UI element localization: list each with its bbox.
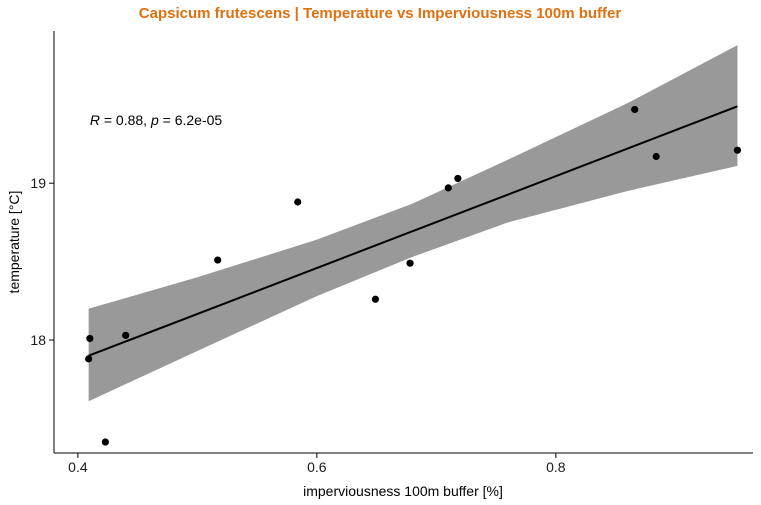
data-point: [652, 152, 660, 161]
data-point: [631, 105, 639, 114]
data-point: [122, 331, 130, 339]
y-tick-label: 19: [30, 175, 46, 191]
x-tick-label: 0.4: [68, 459, 88, 475]
r-symbol: R: [90, 112, 100, 128]
data-point: [406, 259, 414, 267]
x-tick-label: 0.6: [307, 459, 327, 475]
p-symbol: p: [150, 112, 159, 128]
fit-line-layer: [88, 105, 738, 357]
data-point: [454, 174, 462, 183]
y-tick-label: 18: [30, 332, 46, 348]
confidence-band-layer: [88, 45, 738, 402]
data-point: [85, 355, 93, 363]
data-point: [371, 295, 380, 303]
r-value: = 0.88,: [100, 112, 151, 128]
x-axis-label: imperviousness 100m buffer [%]: [303, 483, 503, 499]
confidence-band: [88, 45, 738, 402]
chart-title: Capsicum frutescens | Temperature vs Imp…: [139, 5, 622, 22]
data-point: [214, 256, 222, 264]
data-point: [733, 146, 742, 154]
data-point: [101, 438, 109, 446]
data-point: [294, 198, 302, 206]
fit-line: [88, 105, 738, 357]
stat-annotation: R = 0.88, p = 6.2e-05: [90, 112, 223, 128]
p-value: = 6.2e-05: [159, 112, 223, 128]
data-point: [444, 184, 452, 192]
data-point: [86, 334, 94, 343]
x-tick-label: 0.8: [546, 459, 566, 475]
points-layer: [85, 105, 742, 446]
x-ticks: 0.4 0.6 0.8: [68, 453, 566, 475]
y-axis-label: temperature [°C]: [6, 191, 22, 294]
